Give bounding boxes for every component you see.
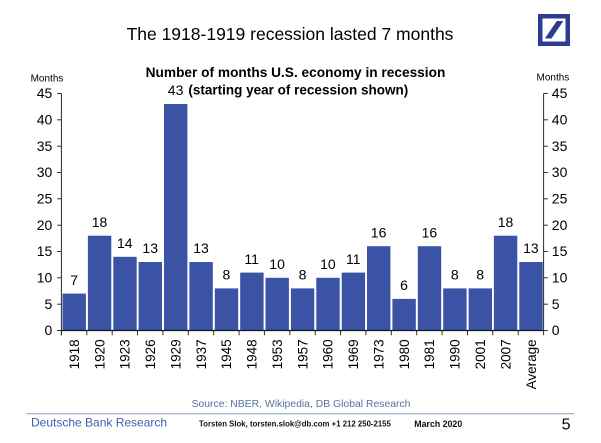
svg-text:5: 5	[45, 296, 53, 312]
svg-text:1918: 1918	[67, 339, 82, 369]
svg-text:13: 13	[142, 240, 158, 256]
svg-text:30: 30	[552, 164, 568, 180]
svg-text:40: 40	[37, 112, 53, 128]
svg-text:5: 5	[562, 417, 571, 434]
svg-text:1923: 1923	[118, 339, 133, 369]
svg-text:1920: 1920	[92, 339, 107, 369]
svg-text:20: 20	[37, 217, 53, 233]
svg-text:10: 10	[37, 270, 53, 286]
svg-text:18: 18	[92, 214, 108, 230]
svg-text:8: 8	[476, 267, 484, 283]
svg-text:16: 16	[422, 224, 438, 240]
svg-text:11: 11	[244, 251, 259, 267]
svg-text:18: 18	[498, 214, 514, 230]
svg-text:35: 35	[37, 138, 53, 154]
svg-text:1926: 1926	[143, 339, 158, 369]
svg-text:1953: 1953	[270, 339, 285, 369]
svg-text:43: 43	[168, 82, 184, 98]
svg-text:Months: Months	[31, 74, 64, 85]
svg-text:8: 8	[299, 267, 307, 283]
svg-text:(starting year of recession sh: (starting year of recession shown)	[188, 83, 408, 98]
svg-text:2007: 2007	[498, 339, 513, 369]
svg-text:1937: 1937	[194, 339, 209, 369]
svg-text:20: 20	[552, 217, 568, 233]
svg-text:8: 8	[223, 267, 231, 283]
svg-text:1929: 1929	[169, 339, 184, 369]
svg-text:13: 13	[193, 240, 209, 256]
svg-text:15: 15	[37, 243, 53, 259]
svg-text:10: 10	[320, 256, 336, 272]
svg-text:14: 14	[117, 235, 133, 251]
svg-text:16: 16	[371, 224, 387, 240]
svg-text:March 2020: March 2020	[414, 419, 462, 429]
svg-text:1973: 1973	[372, 339, 387, 369]
svg-text:0: 0	[552, 322, 560, 338]
svg-text:45: 45	[552, 85, 568, 101]
svg-text:Number of months U.S. economy: Number of months U.S. economy in recessi…	[146, 65, 446, 80]
svg-text:Torsten Slok, torsten.slok@db.: Torsten Slok, torsten.slok@db.com +1 212…	[199, 420, 392, 429]
svg-text:The 1918-1919 recession lasted: The 1918-1919 recession lasted 7 months	[127, 24, 454, 44]
svg-text:1980: 1980	[397, 339, 412, 369]
svg-text:Months: Months	[537, 73, 570, 84]
svg-text:Deutsche Bank Research: Deutsche Bank Research	[31, 416, 167, 430]
svg-text:6: 6	[400, 277, 408, 293]
svg-text:10: 10	[269, 256, 285, 272]
svg-text:1981: 1981	[422, 339, 437, 369]
svg-text:25: 25	[37, 191, 53, 207]
svg-text:7: 7	[70, 272, 78, 288]
svg-text:40: 40	[552, 112, 568, 128]
svg-text:13: 13	[523, 240, 539, 256]
svg-text:1960: 1960	[321, 339, 336, 369]
svg-text:1969: 1969	[346, 339, 361, 369]
svg-text:5: 5	[552, 296, 560, 312]
svg-text:1948: 1948	[245, 339, 260, 369]
svg-text:1990: 1990	[448, 339, 463, 369]
svg-text:2001: 2001	[473, 339, 488, 369]
svg-text:10: 10	[552, 270, 568, 286]
svg-text:15: 15	[552, 243, 568, 259]
svg-text:45: 45	[37, 85, 53, 101]
svg-text:0: 0	[45, 322, 53, 338]
svg-text:1945: 1945	[219, 339, 234, 369]
svg-text:11: 11	[346, 251, 361, 267]
svg-text:Source: NBER, Wikipedia, DB Gl: Source: NBER, Wikipedia, DB Global Resea…	[192, 399, 411, 410]
svg-text:35: 35	[552, 138, 568, 154]
svg-text:Average: Average	[524, 339, 539, 389]
svg-text:25: 25	[552, 191, 568, 207]
svg-text:30: 30	[37, 164, 53, 180]
svg-text:1957: 1957	[295, 339, 310, 369]
svg-text:8: 8	[451, 267, 459, 283]
